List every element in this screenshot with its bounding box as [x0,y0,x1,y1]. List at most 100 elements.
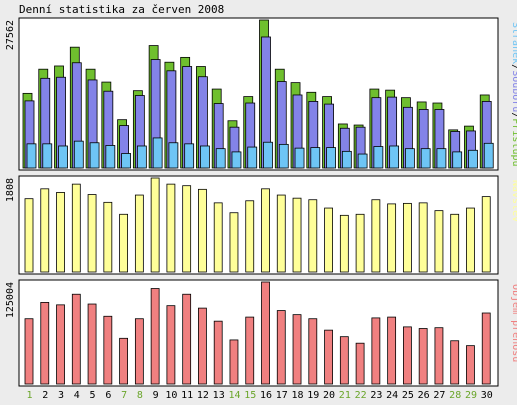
bar-stranek-day-8 [136,145,147,169]
x-tick-label-day-29: 29 [465,390,477,401]
bar-objem-day-4 [71,293,81,385]
x-tick-label-day-21: 21 [339,390,351,401]
bar-stranek-day-15 [247,146,258,169]
transfer-panel: 125004 Objem přenosu [5,279,517,387]
bar-stranek-day-4 [73,140,84,169]
bar-objem-day-24 [387,316,397,385]
bar-objem-day-16 [261,281,270,385]
bar-navstev-day-2 [40,188,50,273]
chart-title: Denní statistika za červen 2008 [19,3,224,16]
traffic-panel: 27562 Stránek/Souborů/Přístupů [5,17,517,171]
bar-stranek-day-25 [404,148,415,169]
x-tick-label-day-14: 14 [228,390,240,401]
x-tick-label-day-3: 3 [58,390,64,401]
x-tick-label-day-27: 27 [433,390,445,401]
bar-stranek-day-3 [58,145,68,169]
legend-entry: Objem přenosu [510,284,517,362]
x-tick-label-day-8: 8 [137,390,143,401]
bar-navstev-day-4 [71,183,81,273]
bar-navstev-day-12 [198,188,207,273]
bar-navstev-day-27 [434,210,444,273]
bar-objem-day-15 [245,316,255,385]
bar-navstev-day-20 [324,207,333,273]
bar-stranek-day-9 [152,137,163,169]
x-tick-label-day-15: 15 [244,390,256,401]
x-tick-label-day-12: 12 [197,390,209,401]
x-tick-label-day-16: 16 [260,390,272,401]
legend-traffic: Stránek/Souborů/Přístupů [510,22,517,167]
panel-frame [18,279,499,387]
bar-stranek-day-13 [215,148,226,169]
bar-stranek-day-10 [168,142,179,169]
bar-navstev-day-6 [103,201,113,273]
bar-objem-day-6 [103,315,113,385]
y-axis-max-label: 27562 [5,20,16,50]
bar-navstev-day-1 [24,198,34,273]
bar-stranek-day-30 [483,142,494,169]
x-tick-label-day-9: 9 [153,390,159,401]
x-tick-label-day-4: 4 [74,390,80,401]
bar-stranek-day-12 [200,145,210,169]
bar-navstev-day-25 [402,202,412,273]
bar-stranek-day-27 [436,148,447,169]
bar-stranek-day-23 [373,146,384,169]
bar-navstev-day-24 [387,203,397,273]
bar-navstev-day-7 [119,213,128,273]
y-axis-max-label: 125004 [5,282,16,318]
x-tick-label-day-26: 26 [418,390,430,401]
y-axis-max-label: 1808 [5,178,16,202]
bar-objem-day-1 [24,318,34,385]
bar-objem-day-26 [418,328,428,385]
x-tick-label-day-17: 17 [276,390,288,401]
bar-navstev-day-13 [213,202,223,273]
bar-objem-day-19 [308,318,318,385]
x-tick-label-day-30: 30 [481,390,493,401]
x-tick-label-day-18: 18 [292,390,304,401]
legend-entry: Návštěv [510,180,517,222]
legend-navstev: Návštěv [510,180,517,222]
x-tick-label-day-28: 28 [449,390,461,401]
bar-navstev-day-22 [355,213,365,273]
bar-objem-day-23 [371,317,381,385]
bar-navstev-day-16 [261,188,270,273]
x-tick-label-day-5: 5 [90,390,96,401]
bar-navstev-day-9 [150,177,160,273]
bar-objem-day-17 [276,310,286,385]
bar-objem-day-9 [150,288,160,385]
bar-navstev-day-18 [292,197,302,273]
bar-navstev-day-23 [371,199,381,273]
x-tick-label-day-20: 20 [323,390,335,401]
bar-navstev-day-5 [87,194,97,273]
x-tick-label-day-2: 2 [42,390,48,401]
bar-navstev-day-30 [481,196,491,273]
bar-objem-day-13 [213,320,223,385]
x-axis-day-labels: 1 2 3 4 5 6 7 8 9 10 11 12 13 14 15 16 17 18 19 20 21 22 23 24 2… [26,390,492,401]
legend-entry: Stránek [510,22,517,64]
bar-stranek-day-24 [389,145,400,169]
bar-stranek-day-29 [468,149,478,169]
legend-entry: Souborů [510,70,517,112]
bar-objem-day-10 [166,305,176,385]
bar-stranek-day-11 [184,143,195,169]
bar-stranek-day-21 [341,150,352,169]
visits-panel: 1808 Návštěv [5,175,517,275]
bar-navstev-day-17 [276,194,286,273]
bar-objem-day-14 [229,339,239,385]
bar-stranek-day-14 [231,151,242,169]
x-tick-label-day-23: 23 [370,390,382,401]
bar-navstev-day-3 [56,192,65,273]
legend-entry: / [510,112,517,118]
bar-objem-day-3 [56,304,65,385]
bar-stranek-day-22 [357,153,368,169]
bar-objem-day-29 [466,345,475,385]
bar-navstev-day-15 [245,200,255,273]
bar-stranek-day-20 [326,147,336,169]
bar-stranek-day-28 [452,151,463,169]
legend-entry: / [510,64,517,70]
x-tick-label-day-22: 22 [355,390,367,401]
bar-objem-day-7 [119,337,128,385]
bar-objem-day-12 [198,307,207,385]
bar-stranek-day-6 [105,145,116,169]
bar-stranek-day-18 [294,147,305,169]
